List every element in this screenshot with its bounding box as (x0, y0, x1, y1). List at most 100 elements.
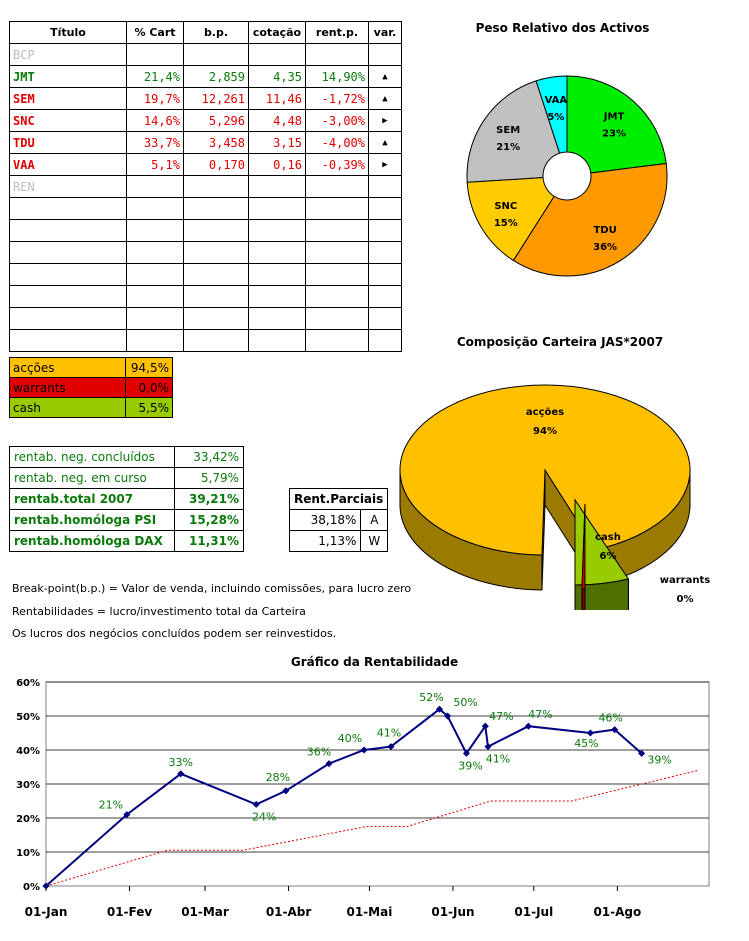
portfolio-cell-quote: 4,35 (248, 65, 306, 88)
asset-weight-donut-chart: JMT 23% TDU 36% SNC 15% SEM 21% VAA 5% (466, 75, 668, 277)
asset-name (9, 263, 127, 286)
return-data-label: 28% (266, 771, 290, 784)
pie3d-slice-value: 6% (600, 551, 617, 562)
donut-slice-label: VAA (545, 95, 568, 106)
asset-name (9, 197, 127, 220)
asset-name: JMT (9, 65, 127, 88)
portfolio-cell-quote: 4,48 (248, 109, 306, 132)
asset-name: BCP (9, 43, 127, 66)
portfolio-cell-quote (248, 263, 306, 286)
portfolio-cell-quote (248, 175, 306, 198)
allocation-row: acções 94,5% (9, 357, 173, 378)
donut-slice-label: JMT (603, 112, 625, 123)
portfolio-row: TDU 33,7% 3,458 3,15 -4,00% ▲ (9, 131, 402, 154)
x-tick-label: 01-Abr (266, 905, 312, 919)
x-tick-label: 01-Fev (107, 905, 153, 919)
pie3d-slice-value: 0% (677, 594, 694, 605)
y-tick-label: 10% (16, 848, 40, 859)
portfolio-header-cell: % Cart (126, 21, 184, 44)
portfolio-cell-pct (126, 43, 184, 66)
trend-indicator: ▲ (368, 65, 402, 88)
y-tick-label: 20% (16, 814, 40, 825)
pie3d-slice-label: cash (595, 532, 621, 543)
y-tick-label: 0% (23, 882, 40, 893)
portfolio-cell-quote (248, 43, 306, 66)
return-label: rentab.total 2007 (9, 488, 175, 510)
trend-indicator (368, 219, 402, 242)
x-tick-label: 01-Mai (346, 905, 392, 919)
donut-slice-value: 21% (496, 142, 520, 153)
portfolio-row: SNC 14,6% 5,296 4,48 -3,00% ▶ (9, 109, 402, 132)
return-data-label: 47% (489, 710, 513, 723)
note-reinvestment: Os lucros dos negócios concluídos podem … (12, 627, 337, 640)
return-label: rentab.homóloga PSI (9, 509, 175, 531)
x-tick-label: 01-Jan (25, 905, 68, 919)
portfolio-cell-bp (183, 329, 249, 352)
portfolio-cell-rent (305, 329, 369, 352)
return-point (177, 770, 185, 778)
portfolio-cell-quote: 0,16 (248, 153, 306, 176)
note-break-point: Break-point(b.p.) = Valor de venda, incl… (12, 582, 412, 595)
pie3d-slice-value: 94% (533, 426, 557, 437)
portfolio-header-cell: rent.p. (305, 21, 369, 44)
return-data-label: 33% (169, 756, 193, 769)
portfolio-row: BCP (9, 43, 402, 66)
pie3d-chart-title: Composição Carteira JAS*2007 (456, 335, 664, 349)
trend-indicator: ▲ (368, 131, 402, 154)
asset-name: SEM (9, 87, 127, 110)
return-label: rentab. neg. em curso (9, 467, 175, 489)
donut-slice-vaa (535, 75, 568, 154)
pie3d-slice-acoes (399, 384, 691, 556)
return-data-label: 21% (99, 799, 123, 812)
return-point (444, 712, 452, 720)
portfolio-cell-quote (248, 307, 306, 330)
trend-indicator: ▲ (368, 87, 402, 110)
return-row: rentab.homóloga PSI 15,28% (9, 509, 244, 531)
portfolio-row: JMT 21,4% 2,859 4,35 14,90% ▲ (9, 65, 402, 88)
asset-name (9, 307, 127, 330)
line-chart-title: Gráfico da Rentabilidade (290, 655, 459, 669)
return-row: rentab.homóloga DAX 11,31% (9, 530, 244, 552)
allocation-table: acções 94,5% warrants 0,0% cash 5,5% (9, 357, 173, 418)
trend-indicator (368, 263, 402, 286)
portfolio-row: REN (9, 175, 402, 198)
return-data-label: 41% (377, 727, 401, 740)
return-data-label: 50% (453, 696, 477, 709)
portfolio-cell-pct: 14,6% (126, 109, 184, 132)
portfolio-row (9, 219, 402, 242)
return-point (586, 729, 594, 737)
asset-name (9, 329, 127, 352)
donut-slice-sem (466, 80, 561, 183)
return-value: 39,21% (174, 488, 244, 510)
return-row: rentab. neg. em curso 5,79% (9, 467, 244, 489)
return-point (42, 882, 50, 890)
return-data-label: 36% (307, 746, 331, 759)
returns-table: rentab. neg. concluídos 33,42% rentab. neg… (9, 446, 244, 552)
portfolio-cell-pct: 33,7% (126, 131, 184, 154)
return-row: rentab.total 2007 39,21% (9, 488, 244, 510)
portfolio-cell-rent (305, 241, 369, 264)
portfolio-header-cell: b.p. (183, 21, 249, 44)
pie3d-slice-cash (574, 498, 630, 586)
portfolio-cell-rent: -1,72% (305, 87, 369, 110)
portfolio-cell-pct (126, 307, 184, 330)
partial-return-value: 1,13% (288, 530, 362, 552)
partial-return-tag: A (360, 509, 389, 531)
donut-slice-tdu (512, 162, 668, 277)
portfolio-cell-quote (248, 329, 306, 352)
portfolio-cell-pct (126, 219, 184, 242)
donut-slice-label: SEM (496, 125, 520, 136)
portfolio-row: SEM 19,7% 12,261 11,46 -1,72% ▲ (9, 87, 402, 110)
donut-slice-label: TDU (593, 225, 616, 236)
portfolio-cell-bp: 12,261 (183, 87, 249, 110)
return-value: 15,28% (174, 509, 244, 531)
allocation-value: 94,5% (125, 357, 173, 378)
portfolio-cell-quote (248, 219, 306, 242)
portfolio-cell-rent (305, 175, 369, 198)
portfolio-cell-bp (183, 175, 249, 198)
return-point (524, 722, 532, 730)
portfolio-cell-bp (183, 263, 249, 286)
return-data-label: 45% (574, 737, 598, 750)
return-data-label: 39% (458, 759, 482, 772)
y-tick-label: 30% (16, 780, 40, 791)
